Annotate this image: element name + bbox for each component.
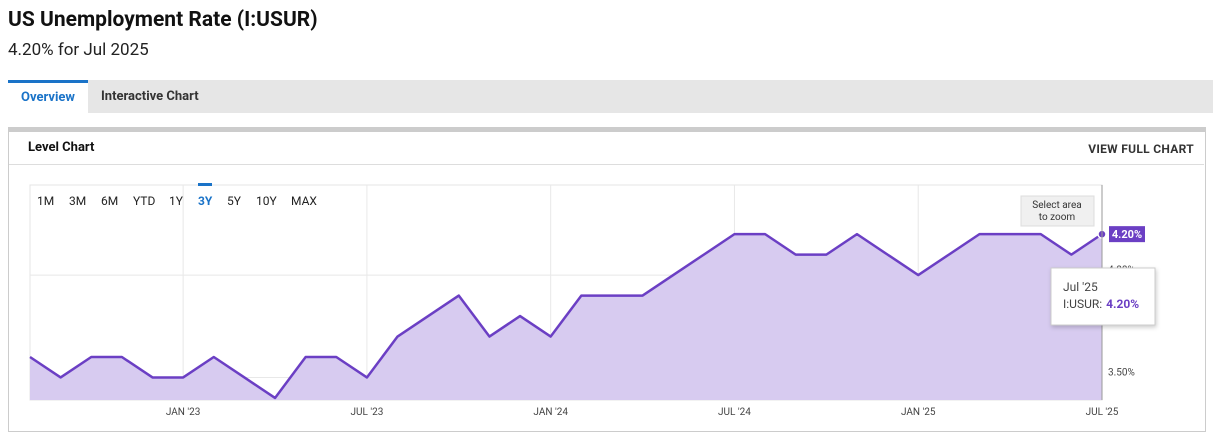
x-tick-label: JUL '25	[1086, 407, 1119, 418]
zoom-hint-box	[1020, 195, 1095, 227]
range-button[interactable]: 3M	[69, 194, 87, 208]
line	[29, 232, 1103, 400]
zoom-hint: to zoom	[1039, 212, 1076, 223]
range-button[interactable]: 6M	[101, 194, 119, 208]
tab[interactable]: Interactive Chart	[101, 89, 199, 104]
tooltip-series: I:USUR:	[1063, 297, 1102, 311]
range-button[interactable]: 1M	[37, 194, 55, 208]
range-button[interactable]: 1Y	[169, 194, 183, 208]
tooltip-number: 4.20%	[1106, 297, 1139, 311]
divider	[9, 164, 1204, 165]
value-label: 4.20%	[1112, 228, 1142, 241]
range-button[interactable]: YTD	[133, 194, 156, 208]
value-badge	[1109, 226, 1145, 243]
range-button[interactable]: 10Y	[256, 194, 277, 208]
view-full-chart[interactable]: VIEW FULL CHART	[1088, 142, 1194, 156]
range-button[interactable]: 5Y	[227, 194, 241, 208]
tab-bar: Overview Interactive Chart	[8, 80, 1213, 113]
range-button[interactable]: MAX	[291, 194, 317, 208]
panel-title: Level Chart	[28, 140, 95, 155]
y-tick-label: 3.50%	[1108, 367, 1135, 378]
x-tick-label: JAN '25	[901, 407, 936, 418]
tab[interactable]: Overview	[8, 80, 88, 113]
tooltip-value: I:USUR: 4.20%	[1063, 297, 1139, 311]
x-tick-label: JUL '24	[718, 407, 751, 418]
zoom-hint: Select area	[1032, 200, 1081, 211]
panel	[8, 127, 1206, 432]
x-tick-label: JUL '23	[350, 407, 383, 418]
x-tick-label: JAN '23	[166, 407, 201, 418]
x-tick-label: JAN '24	[533, 407, 568, 418]
tooltip-box	[1050, 267, 1156, 326]
range-button[interactable]: 3Y	[198, 183, 213, 208]
tooltip-date: Jul '25	[1063, 280, 1098, 294]
page-title: US Unemployment Rate (I:USUR)	[8, 8, 318, 32]
page-subtitle: 4.20% for Jul 2025	[8, 40, 149, 60]
